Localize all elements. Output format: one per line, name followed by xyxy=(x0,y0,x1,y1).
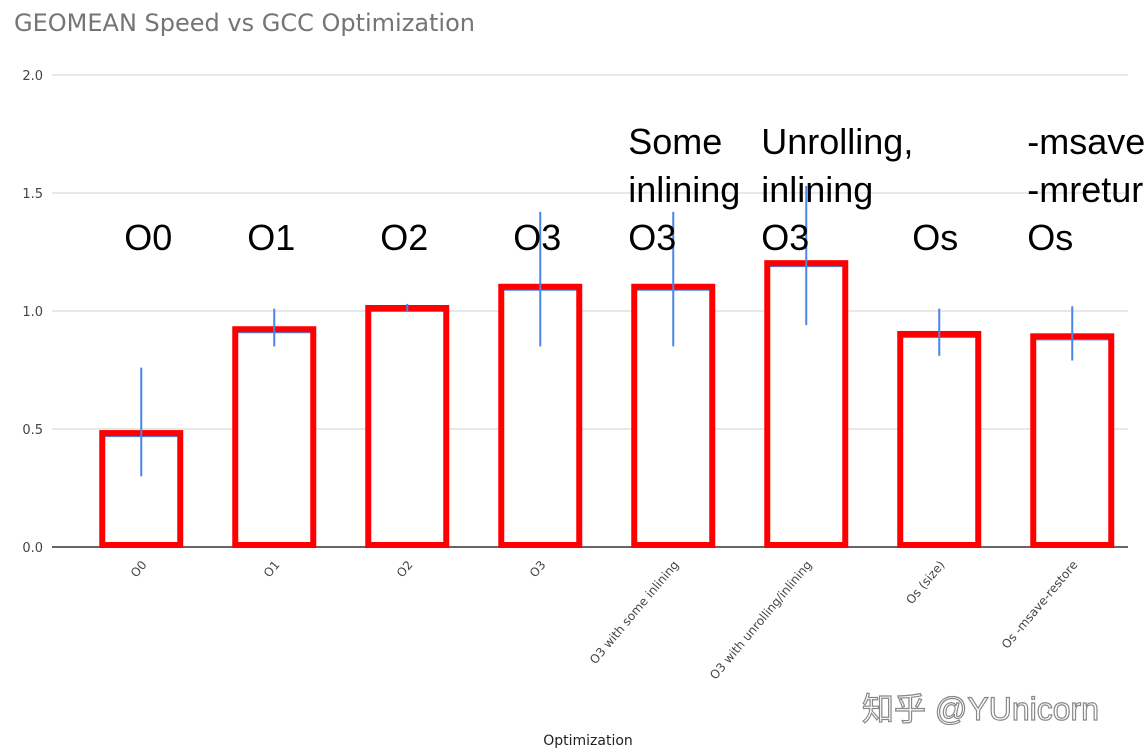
bar xyxy=(367,311,448,547)
x-tick-label: O1 xyxy=(261,558,283,580)
watermark: 知乎 @YUnicorn xyxy=(862,691,1099,727)
y-tick-label: 0.5 xyxy=(22,423,43,438)
x-tick-label: O2 xyxy=(394,558,416,580)
annotation-text: O2 xyxy=(380,217,428,258)
annotation-text: -msave xyxy=(1027,121,1145,162)
annotation-text: Unrolling, xyxy=(761,121,913,162)
y-tick-label: 1.0 xyxy=(22,305,43,320)
x-tick-label: Os (size) xyxy=(903,558,947,607)
annotation-text: Os xyxy=(1027,217,1073,258)
annotation-text: O1 xyxy=(247,217,295,258)
annotation-text: O3 xyxy=(513,217,561,258)
x-tick-label: Os -msave-restore xyxy=(999,558,1081,652)
x-tick-label: O3 xyxy=(527,558,549,580)
annotation-text: inlining xyxy=(761,169,873,210)
annotation-text: Some xyxy=(628,121,722,162)
bar xyxy=(234,332,315,547)
annotation-text: O3 xyxy=(761,217,809,258)
y-tick-label: 2.0 xyxy=(22,69,43,84)
y-tick-label: 0.0 xyxy=(22,541,43,556)
x-axis-label: Optimization xyxy=(543,733,633,749)
bar xyxy=(1032,339,1113,547)
annotation-text: O3 xyxy=(628,217,676,258)
annotation-text: O0 xyxy=(124,217,172,258)
x-tick-label: O3 with unrolling/inlining xyxy=(707,558,814,682)
x-tick-label: O3 with some inlining xyxy=(587,558,682,667)
annotation-text: inlining xyxy=(628,169,740,210)
annotation-text: -mreturn xyxy=(1027,169,1145,210)
chart-title: GEOMEAN Speed vs GCC Optimization xyxy=(14,9,475,37)
annotation-text: Os xyxy=(912,217,958,258)
bar xyxy=(899,336,980,547)
y-tick-label: 1.5 xyxy=(22,187,43,202)
x-tick-label: O0 xyxy=(128,558,150,580)
